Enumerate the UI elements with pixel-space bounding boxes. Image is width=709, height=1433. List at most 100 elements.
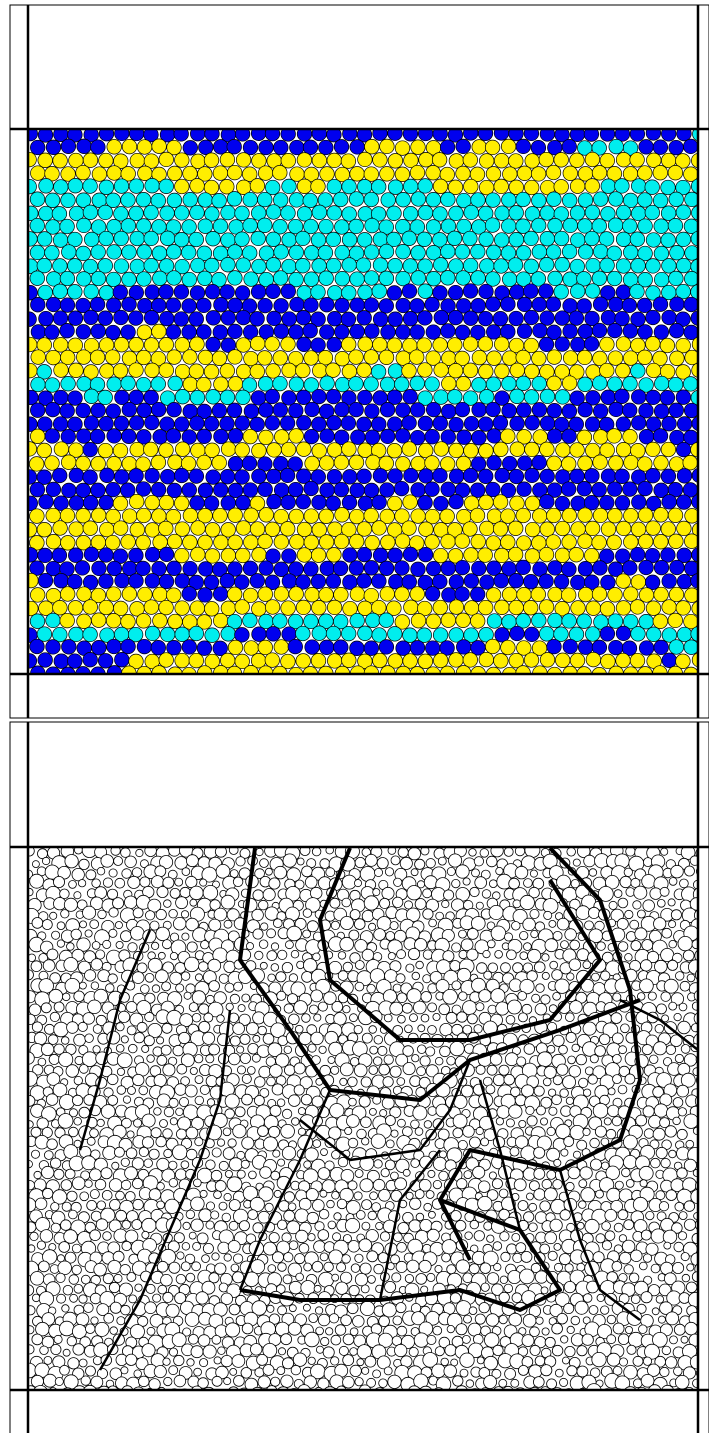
particle bbox=[384, 1055, 393, 1064]
particle bbox=[631, 627, 646, 642]
particle bbox=[68, 311, 83, 326]
particle bbox=[50, 1012, 59, 1021]
particle bbox=[265, 1203, 273, 1211]
particle bbox=[116, 1191, 125, 1200]
particle bbox=[532, 193, 547, 208]
particle bbox=[411, 562, 426, 577]
particle bbox=[90, 1190, 99, 1199]
particle bbox=[117, 1317, 125, 1325]
particle bbox=[252, 1054, 260, 1062]
particle bbox=[684, 640, 699, 655]
particle bbox=[157, 1094, 170, 1107]
particle bbox=[531, 218, 546, 233]
particle bbox=[60, 298, 75, 313]
particle bbox=[459, 950, 467, 958]
particle bbox=[139, 1086, 148, 1095]
particle bbox=[62, 1305, 69, 1312]
particle bbox=[592, 973, 600, 981]
particle bbox=[381, 535, 396, 550]
particle bbox=[570, 653, 585, 668]
particle bbox=[494, 654, 509, 669]
particle bbox=[524, 1044, 535, 1055]
particle bbox=[184, 992, 191, 999]
particle bbox=[578, 640, 593, 655]
particle bbox=[504, 1074, 515, 1085]
particle bbox=[169, 1366, 178, 1375]
particle bbox=[554, 231, 569, 246]
particle bbox=[416, 1213, 424, 1221]
particle bbox=[54, 1022, 69, 1037]
particle bbox=[452, 981, 461, 990]
particle bbox=[618, 1210, 628, 1220]
particle bbox=[53, 600, 68, 615]
particle bbox=[463, 311, 478, 326]
particle bbox=[373, 1370, 381, 1378]
particle bbox=[342, 898, 351, 907]
particle bbox=[233, 1272, 244, 1283]
particle bbox=[364, 377, 379, 392]
particle bbox=[570, 284, 585, 299]
particle bbox=[553, 992, 561, 1000]
particle bbox=[54, 363, 69, 378]
particle bbox=[335, 298, 350, 313]
particle bbox=[278, 1263, 287, 1272]
particle bbox=[523, 600, 538, 615]
particle bbox=[541, 1287, 548, 1294]
particle bbox=[137, 430, 152, 445]
particle bbox=[577, 1346, 587, 1356]
particle bbox=[61, 536, 76, 551]
particle bbox=[258, 166, 273, 181]
particle bbox=[116, 941, 123, 948]
particle bbox=[613, 1075, 622, 1084]
particle bbox=[259, 430, 274, 445]
particle bbox=[281, 1334, 292, 1345]
particle bbox=[31, 325, 46, 340]
particle bbox=[152, 324, 167, 339]
particle bbox=[428, 1026, 437, 1035]
particle bbox=[266, 364, 281, 379]
particle bbox=[592, 166, 607, 181]
particle bbox=[212, 351, 227, 366]
particle bbox=[46, 1094, 58, 1106]
particle bbox=[83, 652, 98, 667]
particle bbox=[540, 1244, 550, 1254]
particle bbox=[447, 1057, 456, 1066]
particle bbox=[578, 456, 593, 471]
particle bbox=[509, 600, 524, 615]
particle bbox=[133, 1074, 144, 1085]
particle bbox=[191, 1197, 205, 1211]
particle bbox=[250, 522, 265, 537]
particle bbox=[573, 1151, 580, 1158]
particle bbox=[80, 921, 87, 928]
particle bbox=[402, 521, 417, 536]
particle bbox=[524, 653, 539, 668]
particle bbox=[394, 878, 402, 886]
particle bbox=[312, 363, 327, 378]
particle bbox=[109, 869, 117, 877]
particle bbox=[266, 258, 281, 273]
particle bbox=[664, 1242, 671, 1249]
particle bbox=[542, 954, 549, 961]
particle bbox=[145, 626, 160, 641]
particle bbox=[612, 1033, 623, 1044]
particle bbox=[540, 522, 555, 537]
particle bbox=[362, 949, 374, 961]
particle bbox=[114, 259, 129, 274]
particle bbox=[218, 1242, 230, 1254]
particle bbox=[267, 929, 276, 938]
particle bbox=[676, 258, 691, 273]
particle bbox=[669, 534, 684, 549]
particle bbox=[329, 1314, 338, 1323]
particle bbox=[145, 911, 154, 920]
particle bbox=[213, 587, 228, 602]
particle bbox=[229, 1158, 242, 1171]
particle bbox=[683, 455, 698, 470]
particle bbox=[107, 1074, 118, 1085]
particle bbox=[535, 1271, 547, 1283]
particle bbox=[67, 943, 75, 951]
particle bbox=[339, 1346, 348, 1355]
particle bbox=[129, 416, 144, 431]
particle bbox=[305, 1332, 320, 1347]
particle bbox=[212, 1253, 219, 1260]
particle bbox=[545, 939, 558, 952]
